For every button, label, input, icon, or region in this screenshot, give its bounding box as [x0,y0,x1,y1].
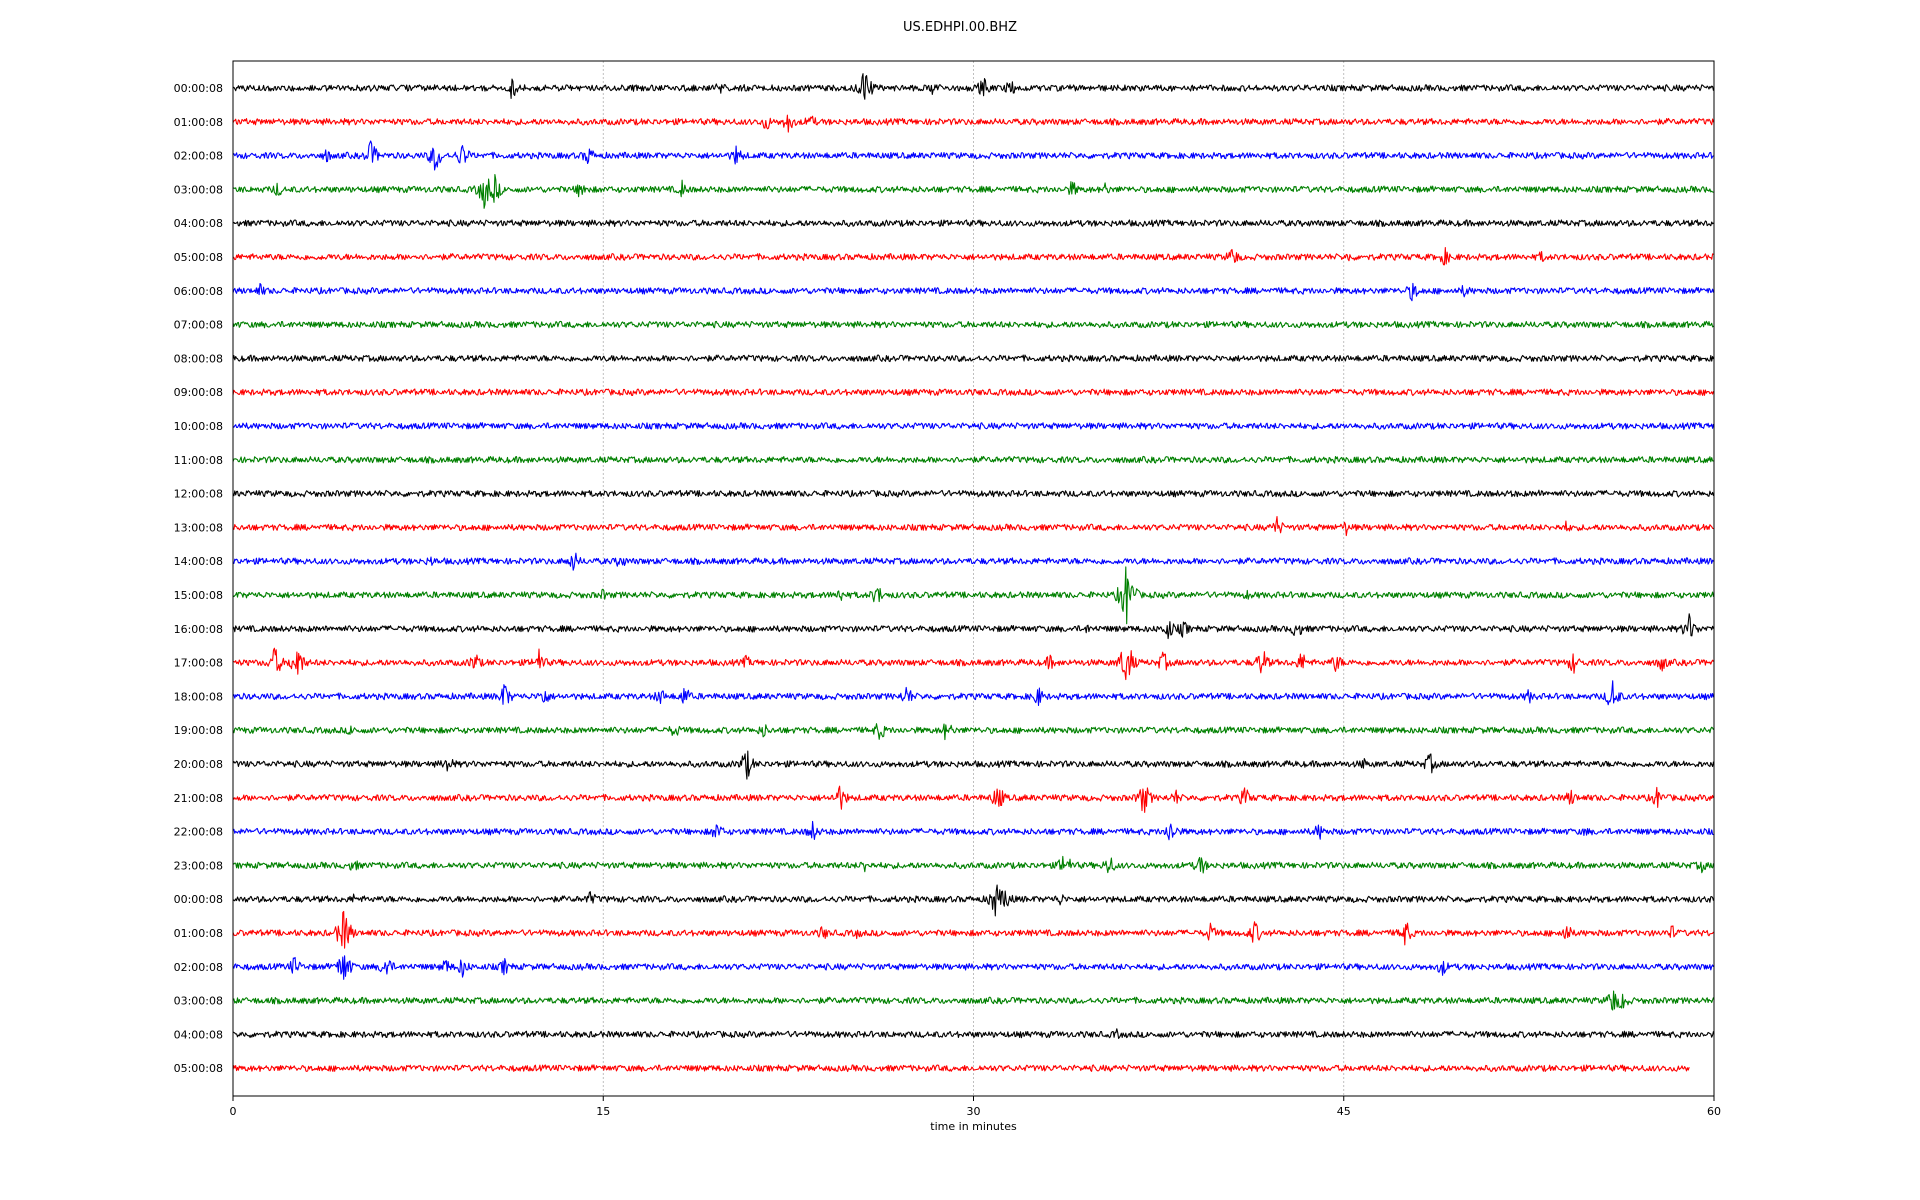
row-label-5: 05:00:08 [174,251,223,264]
row-label-1: 01:00:08 [174,116,223,129]
x-axis-label: time in minutes [930,1120,1017,1133]
trace-row-27 [232,990,1715,1011]
x-tick-label-0: 0 [230,1105,237,1118]
trace-row-11 [232,455,1714,464]
trace-row-6 [232,282,1715,302]
x-tick-label-4: 60 [1707,1105,1721,1118]
trace-row-20 [232,750,1715,780]
trace-row-18 [232,680,1715,707]
chart-title: US.EDHPI.00.BHZ [903,20,1017,35]
trace-row-9 [232,388,1715,397]
trace-row-10 [232,422,1715,430]
row-label-16: 16:00:08 [174,623,223,636]
row-label-8: 08:00:08 [174,352,223,365]
trace-row-7 [232,320,1714,329]
trace-row-26 [232,955,1714,980]
row-label-13: 13:00:08 [174,521,223,534]
trace-row-3 [232,174,1714,209]
trace-row-29 [232,1064,1690,1073]
trace-row-28 [232,1028,1715,1039]
trace-row-14 [232,552,1714,571]
x-tick-label-3: 45 [1337,1105,1351,1118]
trace-row-0 [232,73,1715,100]
row-label-18: 18:00:08 [174,690,223,703]
row-label-2: 02:00:08 [174,150,223,163]
row-label-19: 19:00:08 [174,724,223,737]
row-label-24: 00:00:08 [174,893,223,906]
row-label-22: 22:00:08 [174,826,223,839]
row-label-21: 21:00:08 [174,792,223,805]
trace-row-16 [232,613,1715,640]
trace-row-4 [232,219,1714,228]
trace-row-21 [232,785,1715,813]
trace-row-12 [232,489,1715,498]
row-label-26: 02:00:08 [174,961,223,974]
trace-row-19 [232,723,1714,741]
row-label-7: 07:00:08 [174,319,223,332]
row-label-27: 03:00:08 [174,995,223,1008]
row-label-10: 10:00:08 [174,420,223,433]
trace-row-15 [232,566,1715,625]
trace-row-23 [232,855,1715,874]
row-label-11: 11:00:08 [174,454,223,467]
row-label-3: 03:00:08 [174,183,223,196]
trace-row-1 [232,114,1715,133]
row-label-0: 00:00:08 [174,82,223,95]
x-tick-label-2: 30 [967,1105,981,1118]
trace-row-17 [232,647,1714,681]
row-label-29: 05:00:08 [174,1062,223,1075]
row-label-9: 09:00:08 [174,386,223,399]
row-label-12: 12:00:08 [174,488,223,501]
trace-row-13 [233,516,1714,537]
row-label-6: 06:00:08 [174,285,223,298]
trace-row-25 [232,910,1714,949]
row-label-14: 14:00:08 [174,555,223,568]
row-label-25: 01:00:08 [174,927,223,940]
trace-row-8 [232,354,1715,363]
row-label-4: 04:00:08 [174,217,223,230]
trace-row-22 [232,820,1714,841]
trace-row-24 [232,884,1715,917]
row-label-17: 17:00:08 [174,657,223,670]
trace-row-5 [232,247,1714,266]
traces [232,73,1715,1073]
row-label-28: 04:00:08 [174,1028,223,1041]
row-label-23: 23:00:08 [174,859,223,872]
row-label-20: 20:00:08 [174,758,223,771]
x-tick-label-1: 15 [596,1105,610,1118]
trace-row-2 [232,140,1714,171]
row-label-15: 15:00:08 [174,589,223,602]
